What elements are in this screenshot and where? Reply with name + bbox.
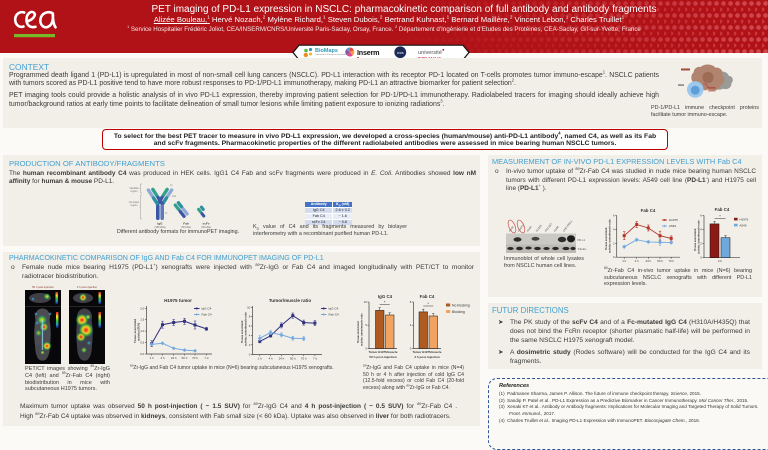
svg-text:IgG: IgG	[157, 222, 163, 226]
svg-text:6: 6	[249, 324, 251, 328]
svg-text:A549: A549	[669, 224, 676, 228]
svg-text:4 h: 4 h	[718, 259, 723, 263]
svg-text:Blocking: Blocking	[452, 310, 465, 314]
svg-text:50 h post-injection: 50 h post-injection	[369, 355, 396, 359]
svg-text:Fv: Fv	[170, 184, 173, 187]
svg-text:0: 0	[613, 255, 615, 259]
svg-text:4: 4	[613, 227, 615, 231]
svg-text:4: 4	[249, 333, 251, 337]
svg-text:activity (SUV): activity (SUV)	[137, 323, 141, 341]
svg-text:No blocking: No blocking	[452, 304, 470, 308]
svg-text:A549: A549	[739, 223, 746, 227]
svg-text:Fab: Fab	[172, 195, 177, 198]
svg-text:activity: tumor/muscle ratio: activity: tumor/muscle ratio	[608, 219, 612, 253]
svg-text:Tubulin: Tubulin	[578, 247, 587, 251]
svg-text:Tissue associated: Tissue associated	[357, 321, 360, 343]
svg-text:0.0: 0.0	[140, 352, 144, 356]
svg-text:*: *	[384, 300, 386, 305]
svg-text:H1975 tumor: H1975 tumor	[164, 298, 192, 303]
svg-text:Tissue associated: Tissue associated	[694, 228, 697, 251]
svg-text:1.5: 1.5	[140, 318, 144, 322]
svg-text:5: 5	[365, 323, 367, 327]
svg-text:Tumor H1975/muscle: Tumor H1975/muscle	[413, 350, 442, 354]
svg-text:Tumor H1975/muscle: Tumor H1975/muscle	[369, 350, 398, 354]
svg-text:24 h: 24 h	[171, 356, 177, 360]
svg-text:Constant: Constant	[129, 200, 140, 204]
svg-text:HCC827: HCC827	[544, 222, 554, 233]
svg-text:scFv: scFv	[202, 222, 209, 226]
svg-text:0.5: 0.5	[140, 341, 144, 345]
svg-text:CHO-PDL1: CHO-PDL1	[562, 219, 574, 233]
svg-text:0: 0	[249, 353, 251, 357]
svg-text:Fab C4: Fab C4	[202, 313, 212, 317]
svg-text:Tissue associated: Tissue associated	[133, 319, 137, 343]
svg-text:7 d: 7 d	[204, 356, 208, 360]
svg-text:Fab C4: Fab C4	[641, 208, 656, 213]
svg-text:1 h: 1 h	[258, 357, 262, 361]
svg-text:Fc: Fc	[165, 212, 168, 215]
svg-text:4 h: 4 h	[269, 357, 273, 361]
svg-text:1.0: 1.0	[140, 329, 144, 333]
svg-text:50 h: 50 h	[182, 356, 188, 360]
svg-text:4 h: 4 h	[160, 356, 164, 360]
svg-text:70 h: 70 h	[192, 356, 198, 360]
svg-text:2: 2	[613, 241, 615, 245]
svg-text:10: 10	[247, 305, 251, 309]
svg-text:70 h: 70 h	[301, 357, 307, 361]
svg-text:region: region	[130, 189, 138, 193]
svg-text:4 h: 4 h	[635, 259, 639, 263]
svg-text:IgG C4: IgG C4	[378, 294, 393, 299]
svg-text:1 h: 1 h	[622, 259, 626, 263]
svg-text:Fab C4: Fab C4	[329, 313, 339, 317]
svg-text:Variable: Variable	[129, 186, 139, 190]
svg-text:cnrs: cnrs	[397, 51, 404, 55]
svg-text:10: 10	[364, 300, 368, 304]
svg-text:4 h post-injection: 4 h post-injection	[414, 355, 440, 359]
svg-text:activity: tumor/muscle ratio: activity: tumor/muscle ratio	[697, 220, 701, 254]
svg-text:IgG C4: IgG C4	[202, 307, 212, 311]
svg-text:2.0: 2.0	[140, 306, 144, 310]
svg-text:H2228: H2228	[535, 224, 543, 233]
svg-text:Fab C4: Fab C4	[420, 294, 435, 299]
svg-text:H1975: H1975	[669, 218, 678, 222]
svg-text:50 h: 50 h	[657, 259, 663, 263]
svg-text:2: 2	[249, 343, 251, 347]
svg-text:Fab: Fab	[183, 222, 189, 226]
svg-text:50 h: 50 h	[290, 357, 296, 361]
svg-text:1 h: 1 h	[150, 356, 154, 360]
svg-text:H358: H358	[553, 225, 560, 233]
svg-text:4: 4	[700, 228, 702, 232]
svg-text:24 h: 24 h	[646, 259, 652, 263]
svg-text:*: *	[427, 301, 429, 306]
svg-text:0: 0	[700, 256, 702, 260]
svg-text:Tumor/muscle ratio: Tumor/muscle ratio	[269, 298, 311, 303]
svg-text:activity: tumor/muscle ratio: activity: tumor/muscle ratio	[244, 312, 248, 346]
svg-text:Tissue associated: Tissue associated	[240, 320, 244, 343]
svg-text:H460: H460	[526, 225, 533, 233]
svg-text:6: 6	[700, 213, 702, 217]
svg-text:Fab C4: Fab C4	[715, 207, 730, 212]
svg-text:70 h: 70 h	[668, 259, 674, 263]
svg-text:2: 2	[700, 242, 702, 246]
svg-text:activity: tumor/muscle ratio: activity: tumor/muscle ratio	[361, 313, 364, 346]
svg-text:0: 0	[410, 347, 412, 351]
svg-text:(30 kDa): (30 kDa)	[201, 226, 211, 229]
svg-text:H1975: H1975	[517, 224, 525, 233]
svg-text:PD-L1: PD-L1	[578, 238, 586, 242]
svg-text:0: 0	[365, 347, 367, 351]
svg-text:region: region	[130, 203, 138, 207]
svg-text:(150 kDa): (150 kDa)	[155, 226, 166, 229]
svg-text:Tissue associated: Tissue associated	[604, 227, 608, 250]
svg-text:4: 4	[410, 323, 412, 327]
svg-text:A549: A549	[508, 225, 515, 233]
svg-text:8: 8	[410, 300, 412, 304]
svg-text:8: 8	[249, 315, 251, 319]
svg-text:H1975: H1975	[739, 217, 748, 221]
svg-text:*: *	[719, 214, 721, 219]
svg-text:24 h: 24 h	[279, 357, 285, 361]
svg-text:(50 kDa): (50 kDa)	[181, 226, 191, 229]
svg-text:7 d: 7 d	[313, 357, 317, 361]
svg-text:IgG C4: IgG C4	[329, 307, 339, 311]
svg-text:6: 6	[613, 214, 615, 218]
